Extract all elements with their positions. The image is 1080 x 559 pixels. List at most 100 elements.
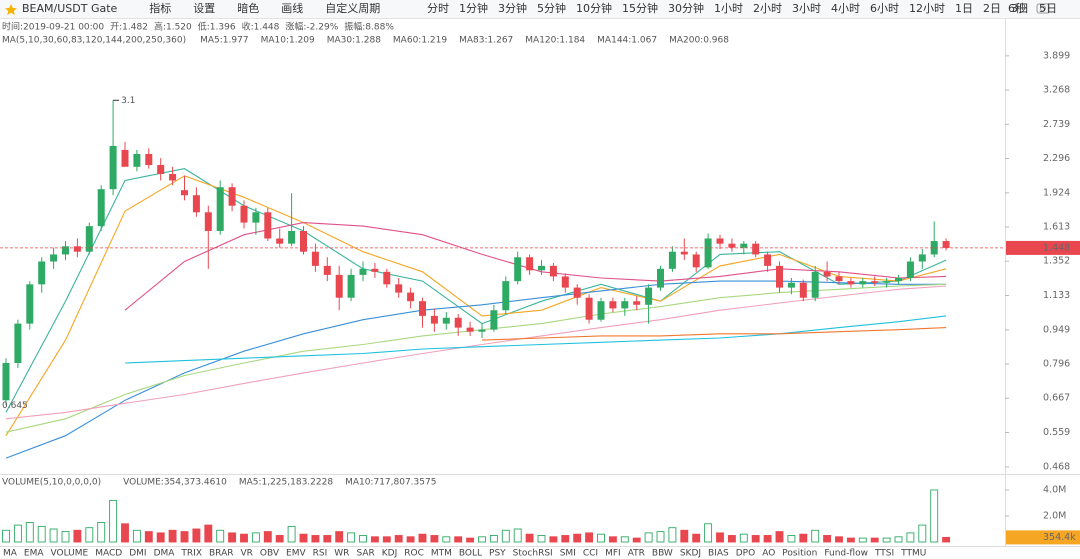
- period-button[interactable]: 5日: [1039, 2, 1057, 15]
- period-button[interactable]: 10分钟: [576, 1, 612, 15]
- indicator-tab[interactable]: RSI: [313, 549, 328, 559]
- indicator-tab[interactable]: MA: [3, 549, 18, 559]
- indicator-tab[interactable]: BIAS: [708, 549, 729, 559]
- period-button[interactable]: 3小时: [792, 2, 821, 15]
- candle-body: [716, 238, 724, 244]
- indicator-tab[interactable]: PSY: [489, 549, 506, 559]
- volume-bar: [299, 533, 308, 543]
- indicator-tab[interactable]: SMI: [560, 549, 576, 559]
- volume-bar: [835, 536, 843, 543]
- y-tick-label: 0.796: [1043, 358, 1070, 369]
- period-button[interactable]: 1分钟: [459, 1, 488, 15]
- indicator-tab[interactable]: EMV: [286, 549, 306, 559]
- indicator-tab[interactable]: BOLL: [459, 549, 482, 559]
- indicator-tab[interactable]: CCI: [583, 549, 598, 559]
- indicator-tab[interactable]: DPO: [736, 549, 755, 559]
- volume-bar: [25, 522, 34, 543]
- volume-bar: [775, 531, 784, 543]
- period-button[interactable]: 4小时: [831, 2, 860, 15]
- legend-entry: MA10:1.209: [261, 36, 315, 46]
- volume-bar: [335, 531, 344, 543]
- indicator-tab[interactable]: OBV: [260, 549, 280, 559]
- favorite-star[interactable]: [5, 4, 17, 15]
- indicator-tab[interactable]: DMA: [154, 549, 176, 559]
- candle-body: [430, 315, 438, 324]
- period-button[interactable]: 分时: [427, 2, 449, 15]
- indicator-tab[interactable]: ATR: [628, 549, 645, 559]
- candle-body: [62, 246, 69, 255]
- ma-line: [5, 175, 947, 436]
- volume-bar: [799, 533, 808, 543]
- candle-body: [930, 241, 938, 255]
- volume-bar: [549, 536, 558, 543]
- volume-bar: [704, 523, 713, 543]
- volume-bar: [370, 536, 379, 543]
- candle-body: [478, 329, 486, 332]
- volume-bar: [466, 537, 475, 543]
- period-button[interactable]: 1小时: [714, 2, 743, 15]
- indicator-tab[interactable]: TRIX: [180, 549, 202, 559]
- indicator-tab[interactable]: DMI: [129, 549, 146, 559]
- indicator-tab[interactable]: EMA: [24, 549, 44, 559]
- volume-bar: [537, 535, 546, 543]
- screenshot-icon[interactable]: [1036, 3, 1050, 14]
- candle-body: [692, 254, 700, 268]
- volume-bar: [61, 531, 70, 543]
- candle-body: [466, 327, 474, 332]
- toolbar-button[interactable]: 画线: [281, 1, 303, 15]
- candle-body: [288, 230, 296, 244]
- toolbar-button[interactable]: 暗色: [237, 1, 259, 15]
- candle-body: [942, 241, 950, 248]
- candle-body: [383, 271, 391, 285]
- candle-body: [633, 301, 641, 305]
- indicator-tab[interactable]: SAR: [356, 549, 374, 559]
- indicator-tab[interactable]: AO: [762, 549, 775, 559]
- volume-bar: [180, 531, 189, 543]
- indicator-tab[interactable]: TTSI: [874, 549, 894, 559]
- period-button[interactable]: 2日: [983, 2, 1001, 15]
- period-button[interactable]: 3分钟: [498, 1, 527, 15]
- indicator-tab[interactable]: VR: [240, 549, 252, 559]
- indicator-tab[interactable]: Position: [782, 549, 817, 559]
- toolbar-button[interactable]: 自定义周期: [325, 1, 380, 15]
- volume-bar: [144, 531, 153, 543]
- indicator-tab[interactable]: SKDJ: [680, 549, 701, 559]
- volume-bar: [275, 535, 284, 543]
- period-button[interactable]: 6小时: [870, 2, 899, 15]
- period-button[interactable]: 2小时: [753, 2, 782, 15]
- volume-bar: [311, 535, 320, 543]
- indicator-tab[interactable]: VOLUME: [51, 549, 89, 559]
- indicator-tab[interactable]: MACD: [95, 549, 122, 559]
- refresh-interval[interactable]: 6秒: [1008, 1, 1026, 15]
- indicator-tab[interactable]: ROC: [404, 549, 424, 559]
- volume-legend: MA5:1,225,183.2228: [239, 478, 334, 488]
- indicator-tab[interactable]: BBW: [652, 549, 673, 559]
- symbol[interactable]: BEAM/USDT Gate: [22, 2, 118, 15]
- toolbar-button[interactable]: 指标: [149, 1, 171, 15]
- candle-body: [311, 251, 319, 266]
- period-button[interactable]: 1日: [955, 2, 973, 15]
- indicator-tab[interactable]: KDJ: [382, 549, 398, 559]
- indicator-tab[interactable]: StochRSI: [513, 549, 553, 559]
- period-button[interactable]: 3日: [1011, 2, 1029, 15]
- indicator-tab[interactable]: BRAR: [209, 549, 233, 559]
- volume-bar: [632, 537, 641, 543]
- period-button[interactable]: 15分钟: [622, 1, 658, 15]
- indicator-tab[interactable]: MFI: [605, 549, 621, 559]
- toolbar-button[interactable]: 设置: [193, 2, 215, 15]
- high-label: 3.1: [121, 96, 135, 106]
- period-button[interactable]: 5分钟: [537, 1, 566, 15]
- candle-body: [157, 165, 165, 174]
- low-label: 0.645: [2, 401, 28, 411]
- indicator-tab[interactable]: MTM: [431, 549, 452, 559]
- indicator-tab[interactable]: Fund-flow: [824, 549, 868, 559]
- period-button[interactable]: 30分钟: [668, 1, 704, 15]
- volume-bar: [823, 535, 832, 543]
- volume-bar: [2, 529, 10, 543]
- indicator-tab[interactable]: WR: [334, 549, 349, 559]
- toolbar-bg: [0, 0, 1080, 18]
- volume-bar: [478, 536, 486, 543]
- indicator-tab[interactable]: TTMU: [900, 549, 926, 559]
- period-button[interactable]: 12小时: [909, 2, 945, 15]
